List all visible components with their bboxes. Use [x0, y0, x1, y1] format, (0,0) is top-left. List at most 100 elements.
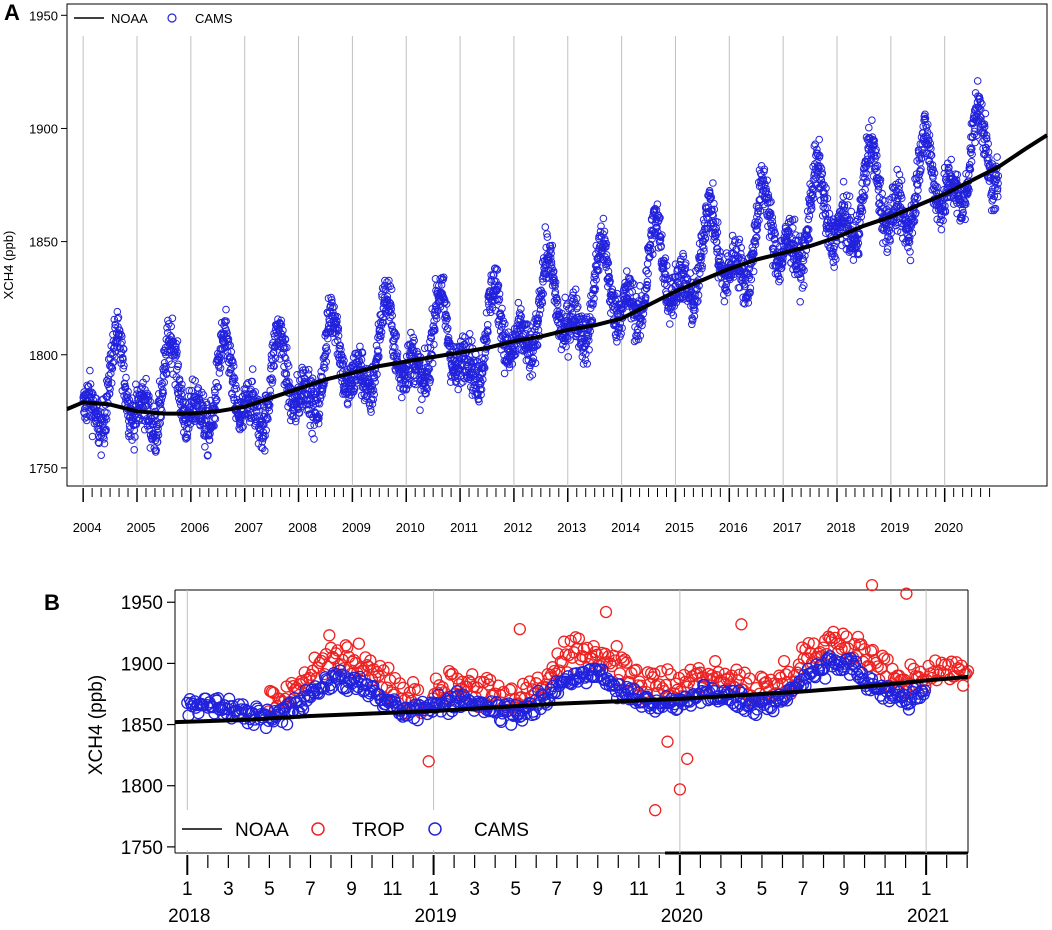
panel-a-cams-point: [210, 422, 218, 430]
panel-b-trop-point: [851, 630, 865, 644]
panel-b-cams-point: [767, 704, 780, 718]
panel-a-cams-point: [804, 225, 813, 234]
panel-a-cams-point: [116, 344, 124, 353]
panel-a-cams-point: [295, 409, 304, 417]
panel-a-cams-point: [88, 432, 97, 441]
panel-b-trop-point: [382, 661, 395, 675]
panel-a-cams-point: [752, 222, 760, 230]
panel-a-cams-point: [914, 181, 922, 189]
panel-a-cams-point: [541, 223, 550, 231]
panel-a-cams-point: [638, 317, 647, 325]
panel-a-cams-point: [961, 215, 969, 224]
panel-a-cams-point: [124, 387, 132, 396]
panel-a-cams-point: [91, 394, 99, 402]
panel-a-cams-point: [167, 322, 175, 331]
panel-a-cams-point: [597, 222, 605, 230]
panel-a-cams-point: [481, 354, 489, 362]
panel-a-cams-point: [691, 306, 699, 314]
panel-a-cams-point: [973, 77, 982, 85]
panel-a-cams-point: [737, 249, 745, 258]
panel-a-cams-point: [172, 351, 181, 359]
panel-a-cams-point: [749, 267, 758, 276]
panel-a-cams-point: [776, 275, 784, 284]
panel-a-x-tick-label: 2018: [827, 520, 856, 535]
panel-a-cams-point: [910, 193, 919, 201]
panel-a-cams-point: [479, 375, 487, 384]
panel-a-cams-point: [700, 244, 708, 252]
panel-a-cams-point: [217, 356, 226, 364]
panel-a-cams-point: [81, 414, 89, 422]
panel-a-cams-point: [522, 320, 530, 329]
panel-a-cams-point: [872, 145, 880, 154]
panel-a-cams-point: [881, 197, 889, 205]
panel-a-cams-point: [376, 336, 384, 344]
panel-a-cams-point: [247, 409, 255, 417]
panel-a-cams-point: [258, 444, 267, 453]
panel-a-cams-point: [183, 433, 191, 442]
panel-a-cams-point: [108, 359, 117, 367]
panel-a-cams-point: [105, 371, 113, 380]
panel-a-cams-point: [173, 348, 181, 356]
panel-a-cams-point: [796, 298, 805, 306]
panel-a-cams-point: [282, 378, 290, 387]
panel-a-cams-point: [599, 214, 608, 223]
panel-a-cams-point: [191, 377, 199, 385]
panel-a-cams-point: [626, 274, 634, 283]
panel-a-cams-point: [882, 237, 890, 246]
panel-a-cams-point: [480, 364, 489, 372]
panel-a-cams-point: [86, 366, 94, 375]
panel-a-cams-point: [988, 197, 997, 205]
panel-a-cams-point: [771, 230, 780, 238]
panel-b-trop-point: [848, 637, 861, 651]
panel-a-cams-point: [959, 208, 968, 217]
panel-a-cams-point: [543, 233, 552, 241]
panel-a-cams-point: [245, 414, 253, 422]
panel-a-cams-point: [822, 184, 830, 192]
panel-a-cams-point: [276, 355, 284, 363]
panel-a-cams-point: [958, 205, 967, 214]
panel-a-cams-point: [584, 331, 593, 339]
panel-a-cams-point: [679, 249, 687, 258]
panel-a-cams-point: [661, 273, 670, 282]
panel-a-cams-point: [428, 359, 437, 368]
panel-b-trop-point: [709, 655, 722, 668]
panel-a-cams-point: [295, 396, 304, 404]
panel-a-cams-point: [807, 201, 816, 210]
panel-a-cams-point: [274, 338, 283, 347]
panel-a-cams-point: [730, 273, 738, 281]
panel-a-cams-point: [821, 194, 829, 202]
panel-a-cams-point: [212, 379, 220, 387]
panel-a-cams-point: [701, 235, 710, 243]
panel-b-trop-point: [411, 683, 425, 697]
panel-a-cams-point: [381, 276, 389, 285]
panel-a-cams-point: [857, 212, 866, 221]
panel-a-cams-point: [551, 282, 559, 291]
panel-a-cams-point: [784, 228, 792, 237]
panel-a-cams-point: [800, 281, 808, 290]
panel-a-cams-point: [809, 194, 818, 202]
panel-a-cams-point: [334, 332, 343, 340]
panel-b-trop-point: [466, 668, 479, 681]
panel-a-cams-point: [86, 380, 95, 388]
panel-a-cams-point: [494, 281, 503, 290]
panel-b-letter: B: [44, 590, 60, 615]
panel-a-x-tick-label: 2007: [234, 520, 263, 535]
panel-a-cams-point: [926, 139, 935, 148]
panel-b-trop-point: [956, 679, 970, 692]
panel-a-cams-point: [214, 383, 222, 391]
panel-a-cams-point: [993, 186, 1002, 195]
panel-b-trop-point: [566, 651, 579, 664]
panel-a-cams-point: [330, 303, 338, 311]
panel-a-cams-point: [274, 315, 282, 324]
panel-a-cams-point: [184, 424, 193, 433]
panel-a-x-tick-label: 2019: [880, 520, 909, 535]
panel-a-cams-point: [132, 380, 140, 389]
panel-a-cams-point: [163, 329, 172, 337]
panel-a-cams-point: [807, 206, 815, 214]
panel-b-trop-point: [610, 640, 623, 653]
panel-a-cams-point: [958, 214, 966, 223]
panel-a-cams-point: [103, 409, 111, 417]
panel-a-cams-point: [665, 274, 673, 283]
panel-a-cams-point: [874, 186, 883, 194]
